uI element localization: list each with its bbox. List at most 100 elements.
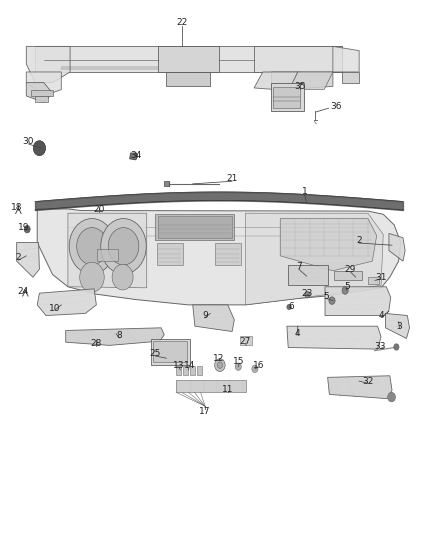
Circle shape (252, 365, 258, 373)
Polygon shape (66, 328, 164, 345)
Polygon shape (245, 213, 383, 305)
Text: 8: 8 (116, 332, 122, 340)
Text: 11: 11 (222, 385, 233, 393)
Polygon shape (68, 213, 147, 288)
Text: 2: 2 (16, 254, 21, 262)
Polygon shape (193, 305, 234, 332)
Polygon shape (273, 87, 300, 108)
Circle shape (101, 219, 146, 274)
Text: 1: 1 (301, 188, 307, 196)
Text: 30: 30 (23, 137, 34, 146)
Text: 31: 31 (375, 273, 387, 281)
Polygon shape (35, 46, 342, 72)
Polygon shape (31, 90, 53, 96)
Text: 34: 34 (130, 151, 141, 160)
Text: 4: 4 (294, 329, 300, 337)
Circle shape (215, 359, 225, 372)
Circle shape (80, 262, 104, 292)
Circle shape (33, 141, 46, 156)
Text: 15: 15 (233, 357, 245, 366)
Polygon shape (389, 233, 405, 261)
Polygon shape (287, 326, 381, 349)
Text: 2: 2 (357, 237, 362, 245)
Text: 3: 3 (396, 322, 403, 330)
Text: 29: 29 (345, 265, 356, 273)
Text: 14: 14 (184, 361, 195, 369)
Circle shape (305, 292, 310, 298)
Text: 4: 4 (378, 311, 384, 320)
Text: 20: 20 (93, 205, 104, 214)
Circle shape (342, 287, 348, 294)
Polygon shape (153, 341, 187, 362)
Text: 5: 5 (344, 282, 350, 291)
Polygon shape (158, 46, 219, 72)
Text: 28: 28 (91, 340, 102, 348)
Text: 24: 24 (17, 287, 28, 296)
Polygon shape (183, 366, 188, 375)
Polygon shape (190, 366, 195, 375)
Text: 35: 35 (294, 82, 306, 91)
Text: 12: 12 (213, 354, 225, 362)
Polygon shape (271, 83, 304, 111)
Text: 7: 7 (296, 262, 302, 271)
Circle shape (69, 219, 115, 274)
Text: 9: 9 (202, 311, 208, 320)
Polygon shape (328, 376, 392, 399)
Polygon shape (333, 46, 359, 72)
Polygon shape (289, 72, 333, 90)
Polygon shape (164, 181, 169, 186)
Circle shape (77, 228, 107, 265)
Polygon shape (334, 271, 362, 280)
Text: 10: 10 (49, 304, 60, 312)
Polygon shape (215, 243, 241, 265)
Text: 33: 33 (374, 342, 386, 351)
Circle shape (24, 225, 30, 233)
Text: 27: 27 (240, 337, 251, 345)
Text: 23: 23 (301, 289, 312, 297)
Text: 18: 18 (11, 204, 22, 212)
Circle shape (112, 264, 133, 290)
Polygon shape (342, 72, 359, 83)
Polygon shape (157, 243, 183, 265)
Text: 16: 16 (253, 361, 264, 369)
Text: 13: 13 (173, 361, 184, 369)
Polygon shape (240, 336, 252, 345)
Polygon shape (254, 46, 342, 72)
Circle shape (287, 304, 291, 310)
Polygon shape (325, 287, 391, 316)
Circle shape (217, 362, 223, 368)
Polygon shape (97, 249, 118, 261)
Polygon shape (26, 72, 61, 96)
Polygon shape (151, 339, 190, 365)
Polygon shape (26, 46, 70, 83)
Text: 25: 25 (150, 350, 161, 358)
Polygon shape (176, 380, 246, 392)
Polygon shape (37, 289, 96, 316)
Text: 32: 32 (362, 377, 374, 385)
Polygon shape (254, 72, 298, 91)
Circle shape (394, 344, 399, 350)
Text: 5: 5 (323, 293, 329, 301)
Polygon shape (26, 83, 53, 102)
Polygon shape (130, 153, 138, 160)
Text: 22: 22 (176, 18, 187, 27)
Circle shape (108, 228, 139, 265)
Circle shape (235, 363, 241, 370)
Text: 17: 17 (199, 407, 211, 416)
Circle shape (388, 392, 396, 402)
Polygon shape (155, 214, 234, 240)
Polygon shape (166, 72, 210, 86)
Text: 21: 21 (226, 174, 238, 183)
Polygon shape (35, 96, 48, 102)
Polygon shape (288, 265, 328, 285)
Polygon shape (158, 216, 232, 238)
Polygon shape (368, 277, 379, 284)
Polygon shape (272, 72, 333, 90)
Text: 6: 6 (288, 302, 294, 311)
Polygon shape (197, 366, 202, 375)
Text: 36: 36 (331, 102, 342, 111)
Polygon shape (17, 243, 39, 277)
Text: 19: 19 (18, 223, 30, 231)
Polygon shape (176, 366, 181, 375)
Polygon shape (385, 313, 410, 338)
